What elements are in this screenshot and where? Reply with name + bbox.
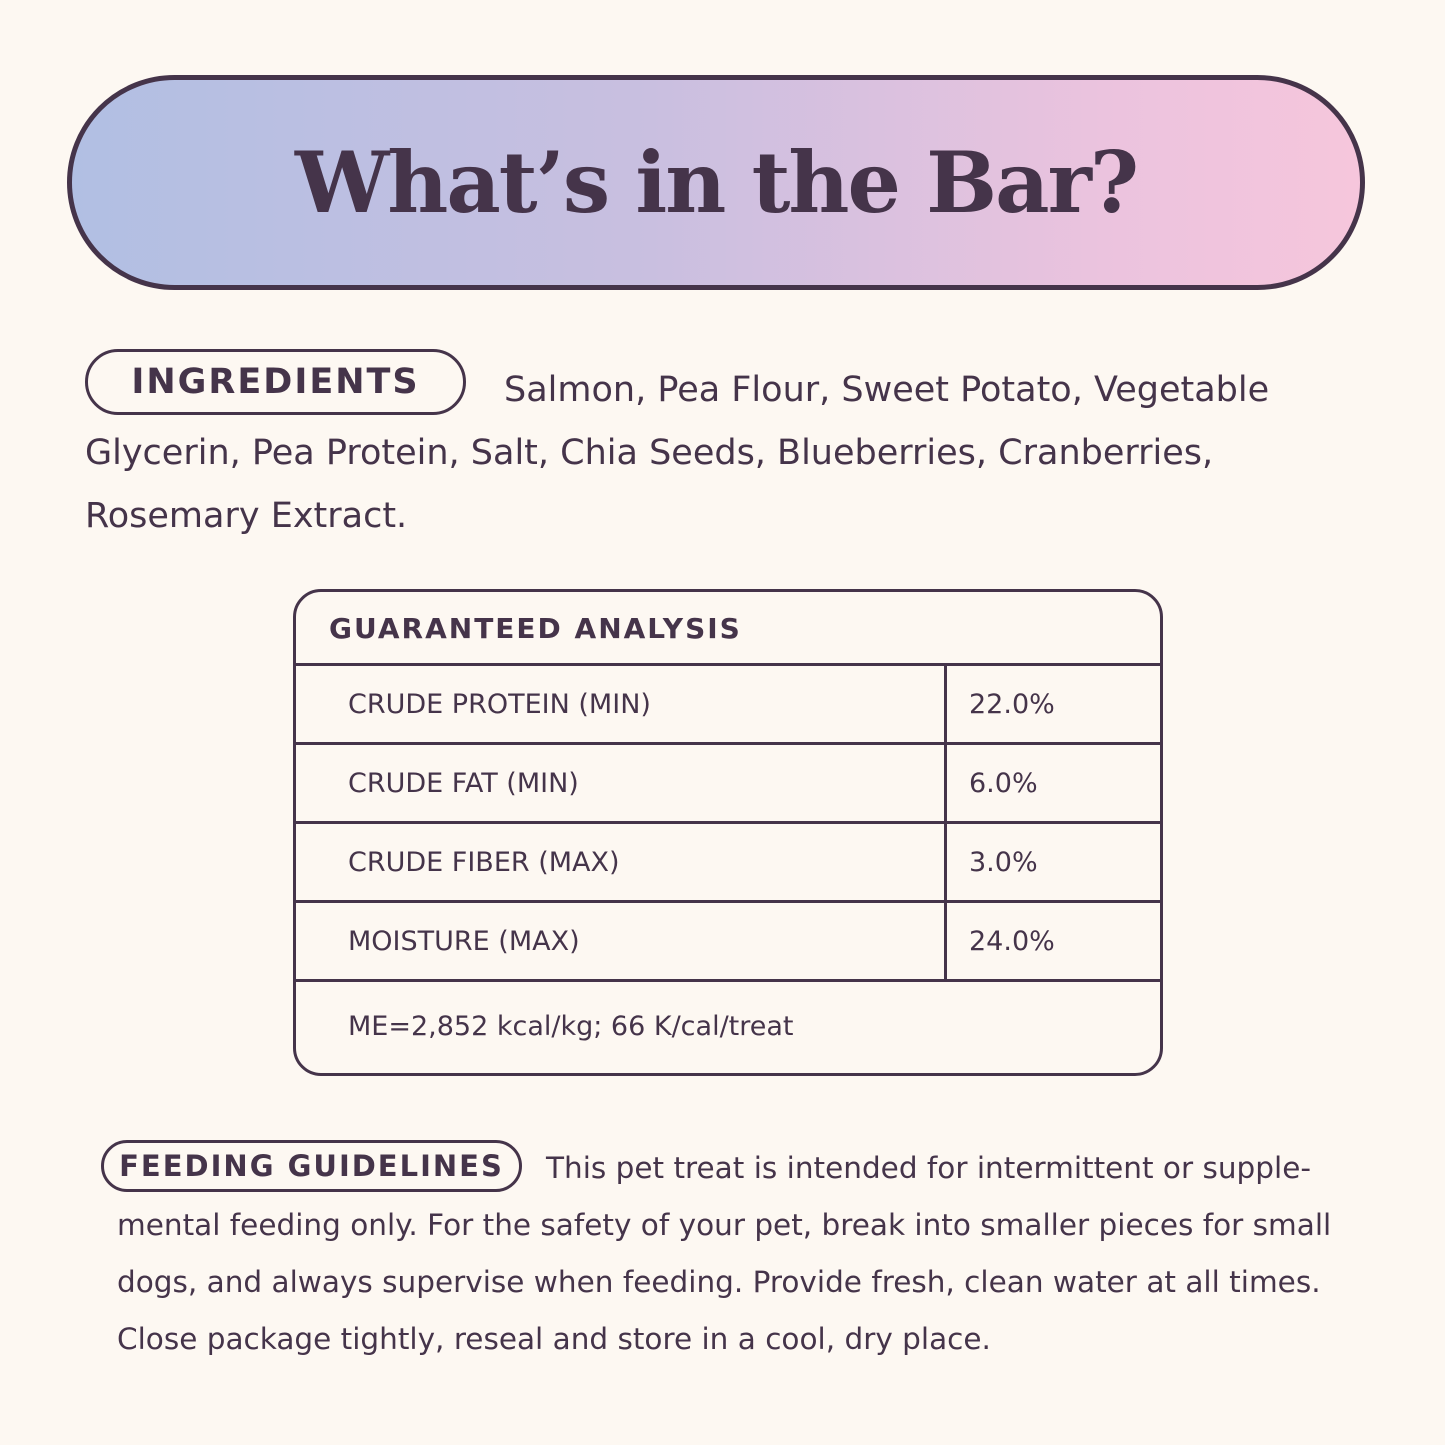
- table-heading: GUARANTEED ANALYSIS: [296, 592, 1160, 666]
- row-label: CRUDE FIBER (MAX): [296, 824, 947, 900]
- table-row: CRUDE PROTEIN (MIN) 22.0%: [296, 666, 1160, 745]
- row-value: 22.0%: [969, 688, 1055, 720]
- page-title: What’s in the Bar?: [294, 133, 1139, 232]
- energy-footer: ME=2,852 kcal/kg; 66 K/cal/treat: [348, 1010, 794, 1042]
- table-row: CRUDE FAT (MIN) 6.0%: [296, 745, 1160, 824]
- table-row: MOISTURE (MAX) 24.0%: [296, 903, 1160, 982]
- ingredients-label: INGREDIENTS: [85, 349, 466, 415]
- row-label: CRUDE PROTEIN (MIN): [296, 666, 947, 742]
- feeding-section: FEEDING GUIDELINES This pet treat is int…: [101, 1140, 1351, 1368]
- ingredients-section: INGREDIENTS Salmon, Pea Flour, Sweet Pot…: [85, 349, 1360, 548]
- row-label: MOISTURE (MAX): [296, 903, 947, 979]
- title-banner: What’s in the Bar?: [67, 75, 1365, 290]
- row-value: 24.0%: [969, 925, 1055, 957]
- ingredients-text: Salmon, Pea Flour, Sweet Potato, Vegetab…: [85, 370, 1270, 536]
- row-value: 3.0%: [969, 846, 1038, 878]
- feeding-label: FEEDING GUIDELINES: [101, 1140, 522, 1192]
- table-row: CRUDE FIBER (MAX) 3.0%: [296, 824, 1160, 903]
- row-label: CRUDE FAT (MIN): [296, 745, 947, 821]
- guaranteed-analysis-table: GUARANTEED ANALYSIS CRUDE PROTEIN (MIN) …: [293, 589, 1163, 1076]
- row-value: 6.0%: [969, 767, 1038, 799]
- feeding-text: This pet treat is intended for intermitt…: [117, 1151, 1332, 1356]
